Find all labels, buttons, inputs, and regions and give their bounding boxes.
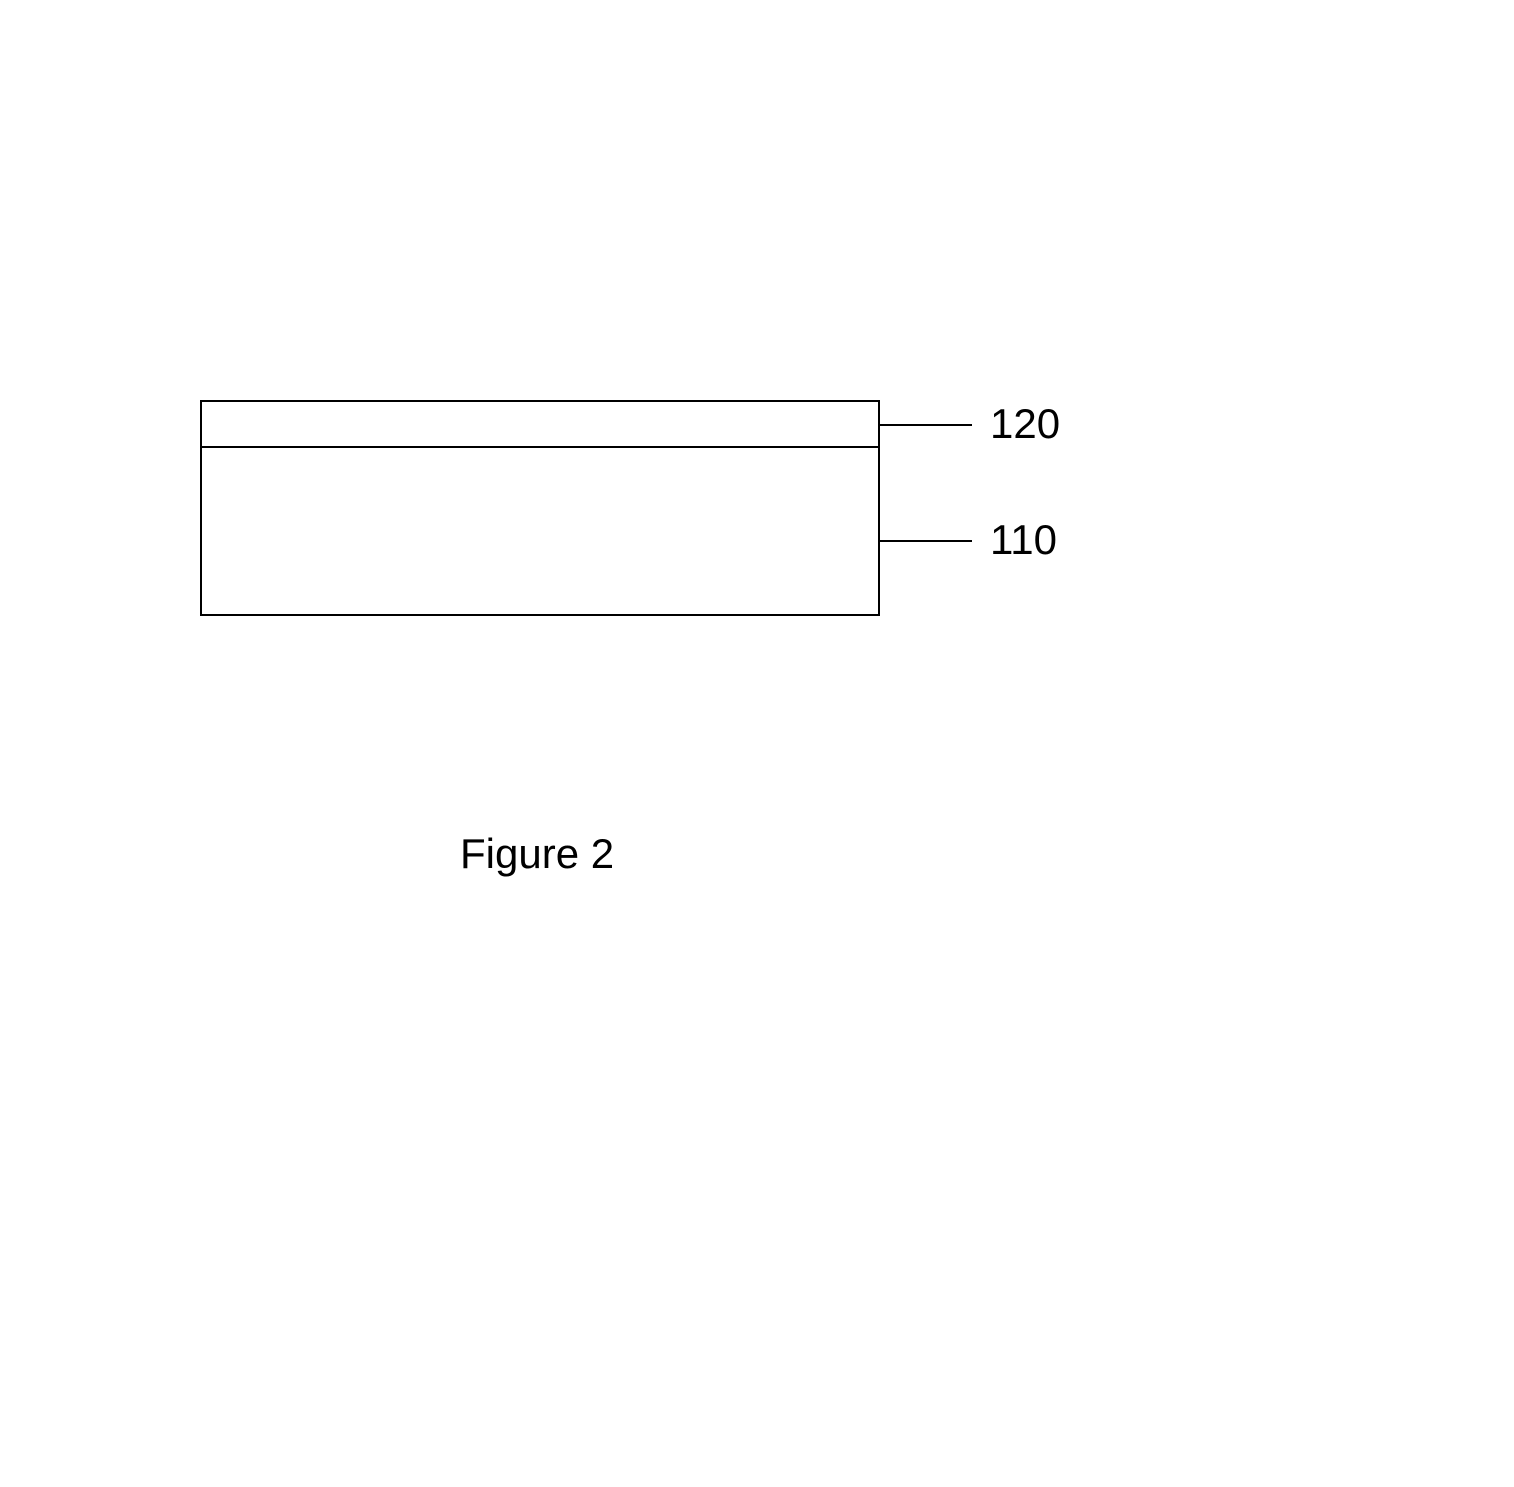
figure-caption: Figure 2 bbox=[460, 830, 614, 878]
leader-line-110 bbox=[880, 540, 972, 542]
leader-line-120 bbox=[880, 424, 972, 426]
layer-top-120 bbox=[200, 400, 880, 448]
label-110: 110 bbox=[990, 516, 1057, 564]
label-120: 120 bbox=[990, 400, 1060, 448]
layer-bottom-110 bbox=[200, 446, 880, 616]
